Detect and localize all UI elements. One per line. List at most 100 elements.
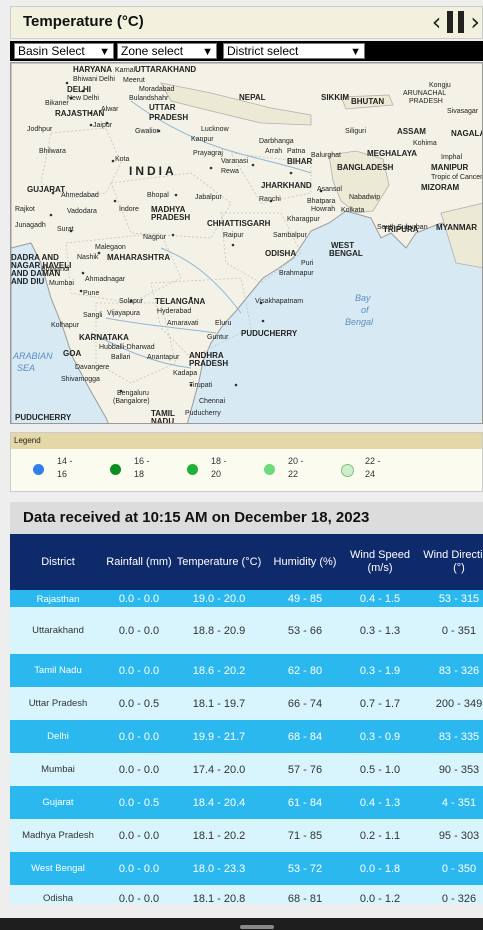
cell-humidity: 62 - 80 bbox=[287, 664, 323, 677]
table-row[interactable]: Uttarakhand 0.0 - 0.0 18.8 - 20.9 53 - 66 0.… bbox=[10, 607, 483, 654]
map-label: Bengaluru bbox=[117, 390, 149, 397]
map-label: (Bangalore) bbox=[113, 398, 150, 405]
map-label: PUDUCHERRY bbox=[241, 329, 298, 338]
map-label: BANGLADESH bbox=[337, 163, 394, 172]
district-select-value: District select bbox=[227, 44, 299, 58]
map-label: Bikaner bbox=[45, 100, 69, 107]
india-map[interactable]: HARYANA Karnal UTTARAKHAND Bhiwani Delhi Meer… bbox=[10, 62, 483, 424]
table-row[interactable]: West Bengal 0.0 - 0.0 18.0 - 23.3 53 - 72 0.… bbox=[10, 852, 483, 885]
cell-wind-direction: 0 - 351 bbox=[441, 624, 477, 637]
cell-wind-speed: 0.0 - 1.8 bbox=[359, 862, 401, 875]
map-label: Amaravati bbox=[167, 320, 199, 327]
table-row[interactable]: Mumbai 0.0 - 0.0 17.4 - 20.0 57 - 76 0.5 - 1… bbox=[10, 753, 483, 786]
district-select[interactable]: District select ▼ bbox=[223, 43, 365, 59]
cell-district: Madhya Pradesh bbox=[22, 830, 94, 841]
map-label: Hyderabad bbox=[157, 308, 192, 315]
map-label: Ranchi bbox=[259, 196, 281, 203]
map-label: RAJASTHAN bbox=[55, 109, 105, 118]
map-label: Bay bbox=[355, 293, 371, 303]
map-label: Imphal bbox=[441, 154, 463, 161]
cell-rainfall: 0.0 - 0.0 bbox=[118, 730, 160, 743]
map-label: Bhilwara bbox=[39, 148, 66, 155]
map-label: Kongju bbox=[429, 82, 451, 89]
map-label: AND DIU bbox=[11, 277, 45, 286]
cell-wind-speed: 0.4 - 1.5 bbox=[359, 593, 401, 605]
basin-select[interactable]: Basin Select ▼ bbox=[14, 43, 114, 59]
legend-dot-icon bbox=[341, 464, 354, 477]
map-label: Ahmadnagar bbox=[85, 276, 126, 283]
map-label: Sivasagar bbox=[447, 108, 479, 115]
map-label: MAHARASHTRA bbox=[107, 253, 171, 262]
cell-rainfall: 0.0 - 0.0 bbox=[118, 624, 160, 637]
map-label: Kolhapur bbox=[51, 322, 80, 329]
chevron-left-icon[interactable]: ‹ bbox=[431, 8, 442, 36]
map-label: Bulandshahr bbox=[129, 95, 169, 102]
map-label: ANDHRA bbox=[189, 351, 224, 360]
cell-wind-speed: 0.0 - 1.2 bbox=[359, 893, 401, 904]
column-header[interactable]: Wind Direction (°) bbox=[423, 549, 483, 574]
cell-wind-direction: 0 - 326 bbox=[441, 893, 477, 904]
map-label: AND DAMAN bbox=[11, 269, 61, 278]
table-row[interactable]: Madhya Pradesh 0.0 - 0.0 18.1 - 20.2 71 - 8… bbox=[10, 819, 483, 852]
table-row[interactable]: Delhi 0.0 - 0.0 19.9 - 21.7 68 - 84 0.3 - 0.… bbox=[10, 720, 483, 753]
map-label: NAGAR HAVELI bbox=[11, 261, 72, 270]
map-label: Gwalior bbox=[135, 128, 159, 135]
legend-range-from: 22 - bbox=[365, 456, 381, 466]
legend-heading: Legend bbox=[11, 433, 482, 449]
table-row[interactable]: Tamil Nadu 0.0 - 0.0 18.6 - 20.2 62 - 80 0.3… bbox=[10, 654, 483, 687]
table-row[interactable]: Gujarat 0.0 - 0.5 18.4 - 20.4 61 - 84 0.4 - … bbox=[10, 786, 483, 819]
map-label: DELHI bbox=[67, 85, 91, 94]
legend-range-to: 22 bbox=[288, 469, 299, 479]
column-header[interactable]: District bbox=[41, 555, 75, 568]
map-label: Brahmapur bbox=[279, 270, 314, 277]
cell-wind-speed: 0.3 - 1.3 bbox=[359, 624, 401, 637]
zone-select[interactable]: Zone select ▼ bbox=[117, 43, 217, 59]
cell-rainfall: 0.0 - 0.5 bbox=[118, 697, 160, 710]
cell-humidity: 66 - 74 bbox=[287, 697, 323, 710]
map-label: ODISHA bbox=[265, 249, 297, 258]
map-label: Karnal bbox=[115, 67, 136, 74]
table-row[interactable]: Uttar Pradesh 0.0 - 0.5 18.1 - 19.7 66 - 74… bbox=[10, 687, 483, 720]
cell-humidity: 53 - 66 bbox=[287, 624, 323, 637]
column-header[interactable]: Humidity (%) bbox=[273, 555, 337, 568]
map-label: Bhatpara bbox=[307, 198, 336, 205]
chevron-right-icon[interactable]: › bbox=[470, 8, 480, 36]
resize-handle[interactable] bbox=[240, 925, 274, 929]
map-label: Sambalpur bbox=[273, 232, 307, 239]
cell-district: Delhi bbox=[47, 731, 69, 742]
cell-wind-direction: 83 - 335 bbox=[438, 730, 480, 743]
table-body[interactable]: Rajasthan 0.0 - 0.0 19.0 - 20.0 49 - 85 0.4 … bbox=[10, 590, 483, 904]
pause-icon[interactable] bbox=[447, 9, 465, 35]
map-label: Delhi bbox=[99, 76, 115, 83]
map-label: Kharagpur bbox=[287, 216, 320, 223]
cell-humidity: 68 - 84 bbox=[287, 730, 323, 743]
cell-wind-direction: 83 - 326 bbox=[438, 664, 480, 677]
map-label: Balurghat bbox=[311, 152, 341, 159]
map-label: New Delhi bbox=[67, 95, 99, 102]
cell-temperature: 17.4 - 20.0 bbox=[192, 763, 246, 776]
map-label: Jabalpur bbox=[195, 194, 222, 201]
map-label: SIKKIM bbox=[321, 93, 349, 102]
column-header[interactable]: Rainfall (mm) bbox=[106, 555, 172, 568]
table-header: District Rainfall (mm) Temperature (°C) Hum… bbox=[10, 534, 483, 590]
map-label: TELANGANA bbox=[155, 297, 206, 306]
cell-wind-direction: 53 - 315 bbox=[438, 593, 480, 605]
cell-temperature: 18.1 - 20.2 bbox=[192, 829, 246, 842]
table-row[interactable]: Rajasthan 0.0 - 0.0 19.0 - 20.0 49 - 85 0.4 … bbox=[10, 590, 483, 607]
data-section: Data received at 10:15 AM on December 18… bbox=[10, 502, 483, 904]
map-label: Kadapa bbox=[173, 370, 198, 377]
map-label: Tropic of Cancer bbox=[431, 174, 483, 181]
column-header[interactable]: Wind Speed (m/s) bbox=[350, 549, 410, 574]
map-label: MIZORAM bbox=[421, 183, 460, 192]
map-label: Eluru bbox=[215, 320, 232, 327]
column-header[interactable]: Temperature (°C) bbox=[176, 555, 262, 568]
cell-wind-direction: 95 - 303 bbox=[438, 829, 480, 842]
map-label: South Suburban bbox=[377, 224, 428, 231]
cell-temperature: 18.0 - 23.3 bbox=[192, 862, 246, 875]
legend-range: 18 - 20 bbox=[211, 455, 241, 481]
map-label: Bhiwani bbox=[73, 76, 98, 83]
map-label: Puducherry bbox=[185, 410, 221, 417]
cell-wind-speed: 0.2 - 1.1 bbox=[359, 829, 401, 842]
table-row[interactable]: Odisha 0.0 - 0.0 18.1 - 20.8 68 - 81 0.0 - 1… bbox=[10, 885, 483, 904]
map-label: UTTARAKHAND bbox=[135, 65, 197, 74]
